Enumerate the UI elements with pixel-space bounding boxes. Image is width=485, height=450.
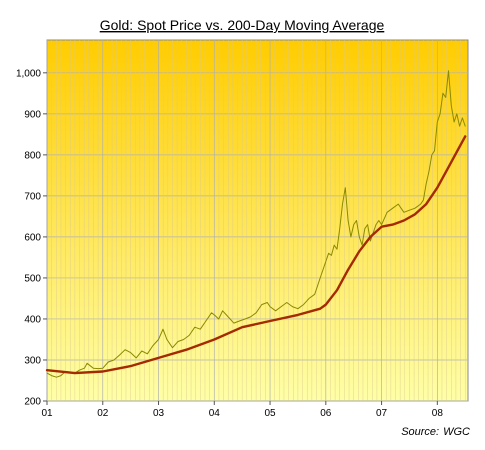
y-tick-label: 300 [24,355,41,366]
source-note: Source: WGC [401,426,470,438]
source-label: Source: [401,426,439,438]
x-tick-label: 02 [97,408,109,419]
y-tick-label: 500 [24,273,41,284]
source-name: WGC [443,426,470,438]
grid [46,40,468,402]
y-axis: 200 300 400 500 600 700 800 900 1,000 [16,68,47,408]
y-tick-label: 900 [24,109,41,120]
y-tick-label: 800 [24,150,41,161]
y-tick-label: 600 [24,232,41,243]
x-tick-label: 04 [209,408,221,419]
x-tick-label: 05 [264,408,276,419]
x-tick-label: 08 [432,408,444,419]
x-axis: 01 02 03 04 05 06 07 08 [41,401,443,419]
x-tick-label: 06 [320,408,332,419]
y-tick-label: 700 [24,191,41,202]
series-layer [45,70,467,378]
y-tick-label: 400 [24,314,41,325]
x-tick-label: 01 [41,408,53,419]
series-line-spot-price [46,70,466,378]
plot-area [46,39,469,402]
chart-title: Gold: Spot Price vs. 200-Day Moving Aver… [100,17,385,33]
series-line-moving-average [45,135,467,375]
x-tick-label: 07 [376,408,388,419]
x-tick-label: 03 [153,408,165,419]
y-tick-label: 200 [24,397,41,408]
y-tick-label: 1,000 [16,68,41,79]
